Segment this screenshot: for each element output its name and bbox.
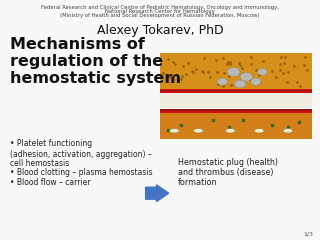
Ellipse shape [194, 129, 203, 133]
Text: Hemostatic plug (health): Hemostatic plug (health) [178, 158, 278, 168]
Bar [160, 89, 312, 93]
Ellipse shape [226, 129, 235, 133]
Text: Mechanisms of: Mechanisms of [10, 37, 144, 52]
Text: regulation of the: regulation of the [10, 54, 163, 69]
Text: • Blood clotting – plasma hemostasis: • Blood clotting – plasma hemostasis [10, 168, 152, 177]
Text: hemostatic system: hemostatic system [10, 71, 180, 86]
Ellipse shape [283, 129, 293, 133]
Text: 1/3: 1/3 [304, 231, 314, 236]
Text: (adhesion, activation, aggregation) –: (adhesion, activation, aggregation) – [10, 150, 151, 159]
Ellipse shape [227, 67, 240, 77]
Bar [160, 53, 312, 89]
Text: and thrombus (disease): and thrombus (disease) [178, 168, 273, 177]
FancyArrow shape [146, 185, 169, 202]
Text: formation: formation [178, 178, 217, 187]
Ellipse shape [217, 78, 228, 85]
Ellipse shape [234, 80, 246, 88]
Ellipse shape [170, 129, 179, 133]
Bar [160, 109, 312, 111]
Bar [160, 90, 312, 91]
Text: cell hemostasis: cell hemostasis [10, 159, 69, 168]
Bar [160, 108, 312, 113]
Text: (Ministry of Health and Social Development of Russian Federation, Moscow): (Ministry of Health and Social Developme… [60, 13, 260, 18]
Text: Alexey Tokarev, PhD: Alexey Tokarev, PhD [97, 24, 223, 37]
Ellipse shape [240, 72, 252, 81]
Text: National Research Center for Hematology: National Research Center for Hematology [105, 9, 215, 14]
Ellipse shape [251, 78, 261, 85]
Bar [160, 113, 312, 139]
Bar [160, 93, 312, 108]
Ellipse shape [254, 129, 264, 133]
Text: • Platelet functioning: • Platelet functioning [10, 139, 92, 148]
Ellipse shape [258, 69, 267, 75]
Text: • Blood flow – carrier: • Blood flow – carrier [10, 178, 90, 187]
Text: Federal Research and Clinical Centre of Pediatric Hematology, Oncology and Immun: Federal Research and Clinical Centre of … [41, 5, 279, 10]
